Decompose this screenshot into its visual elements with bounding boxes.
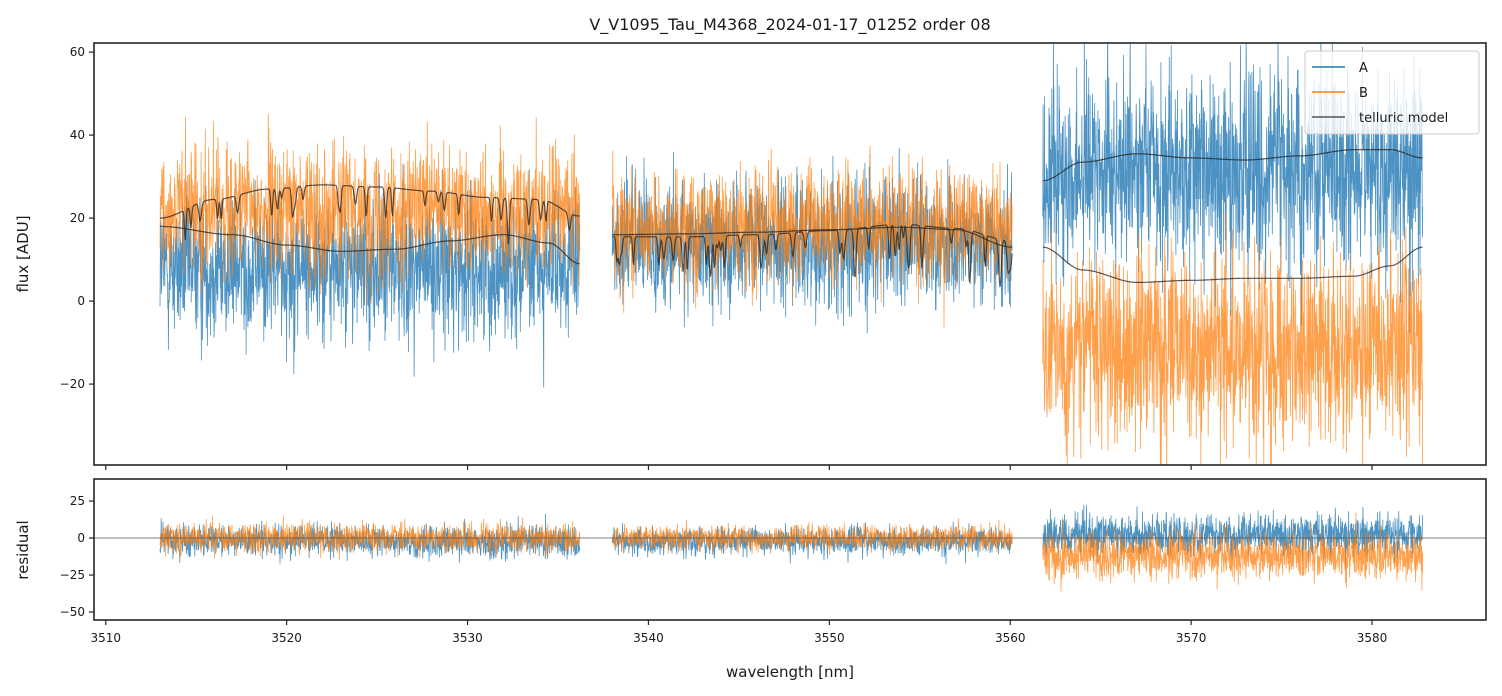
x-tick-label: 3540 — [633, 631, 664, 645]
flux-plot-area — [159, 43, 1424, 465]
x-axis-label: wavelength [nm] — [726, 663, 854, 681]
legend-label-telluric: telluric model — [1359, 111, 1448, 126]
flux-y-tick-label: 20 — [70, 211, 85, 225]
series-b-segment-1 — [611, 145, 1013, 328]
x-tick-label: 3580 — [1357, 631, 1388, 645]
residual-x-ticks: 3510 3520 3530 3540 3550 3560 3570 3580 — [90, 620, 1387, 645]
flux-y-tick-label: 40 — [70, 128, 85, 142]
x-tick-label: 3560 — [995, 631, 1026, 645]
residual-y-tick-label: 0 — [77, 531, 85, 545]
telluric-model-b-segment-1 — [612, 224, 1013, 288]
flux-y-tick-label: −20 — [60, 377, 85, 391]
telluric-model-a-segment-1 — [612, 226, 1013, 248]
residual-y-tick-label: −50 — [60, 605, 85, 619]
chart-title: V_V1095_Tau_M4368_2024-01-17_01252 order… — [589, 15, 990, 35]
x-tick-label: 3520 — [271, 631, 302, 645]
x-tick-label: 3530 — [452, 631, 483, 645]
telluric-model-b-segment-2 — [1042, 246, 1423, 283]
flux-y-axis-label: flux [ADU] — [14, 215, 32, 292]
legend-label-b: B — [1359, 86, 1368, 101]
residual-y-tick-label: 25 — [70, 494, 85, 508]
legend: A B telluric model — [1304, 50, 1480, 135]
telluric-model-b-segment-0 — [160, 184, 580, 245]
legend-box — [1304, 50, 1480, 135]
series-a-segment-2 — [1042, 43, 1424, 334]
x-tick-label: 3550 — [814, 631, 845, 645]
flux-y-tick-label: 0 — [77, 294, 85, 308]
residual-y-ticks: −50 −25 0 25 — [60, 494, 94, 619]
residual-y-tick-label: −25 — [60, 568, 85, 582]
flux-x-ticks — [105, 465, 1373, 470]
legend-label-a: A — [1359, 61, 1368, 76]
residual-b-segment-2 — [1042, 512, 1424, 592]
flux-y-ticks: −20 0 20 40 60 — [60, 45, 94, 391]
residual-axes-frame — [93, 478, 1487, 621]
flux-y-tick-label: 60 — [70, 45, 85, 59]
residual-b-segment-0 — [159, 515, 581, 561]
residual-b-segment-1 — [611, 518, 1013, 556]
telluric-model-a-segment-2 — [1042, 149, 1423, 182]
telluric-model-a-segment-0 — [160, 225, 580, 265]
flux-axes-frame — [93, 42, 1487, 466]
residual-plot-area — [94, 504, 1486, 592]
residual-y-axis-label: residual — [14, 520, 32, 579]
series-b-segment-2 — [1042, 211, 1424, 465]
x-tick-label: 3510 — [90, 631, 121, 645]
x-tick-label: 3570 — [1176, 631, 1207, 645]
flux-panel: −20 0 20 40 60 flux [ADU] A B telluric model — [14, 42, 1487, 470]
